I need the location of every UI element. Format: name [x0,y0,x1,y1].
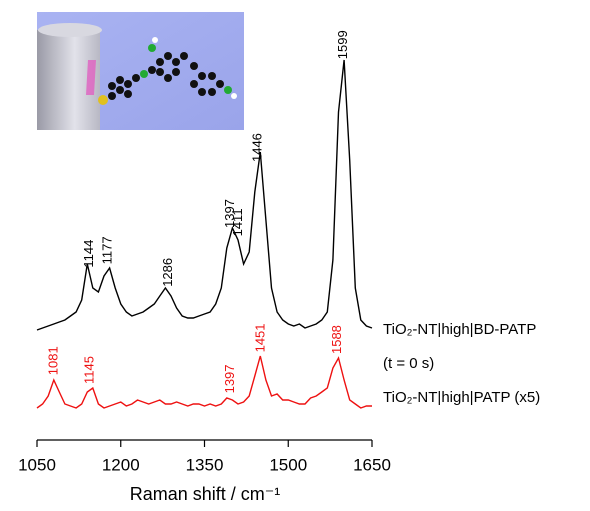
peak-label: 1286 [160,258,175,287]
x-tick-label: 1500 [269,455,307,474]
spectrum-line [36,355,372,409]
peak-label: 1588 [329,325,344,354]
inset-image [37,12,244,131]
peak-label: 1411 [230,208,245,236]
peak-label: 1397 [222,199,237,228]
spectrum-line [36,59,373,331]
peak-label: 1446 [250,133,265,162]
peak-label: 1081 [46,346,61,375]
peak-label: 1145 [81,356,96,384]
legend-label: TiO₂-NT|high|BD-PATP [383,321,536,338]
peak-label: 1144 [81,240,96,268]
x-axis-label: Raman shift / cm⁻¹ [130,484,281,504]
legend-label: TiO₂-NT|high|PATP (x5) [383,389,540,406]
peak-label: 1177 [99,236,114,264]
peak-label: 1599 [335,30,350,59]
peak-label: 1397 [222,364,237,393]
x-tick-label: 1350 [186,455,224,474]
x-tick-label: 1050 [18,455,56,474]
legend-note: (t = 0 s) [383,355,434,372]
peak-label: 1451 [252,323,267,352]
x-tick-label: 1200 [102,455,140,474]
x-tick-label: 1650 [353,455,391,474]
